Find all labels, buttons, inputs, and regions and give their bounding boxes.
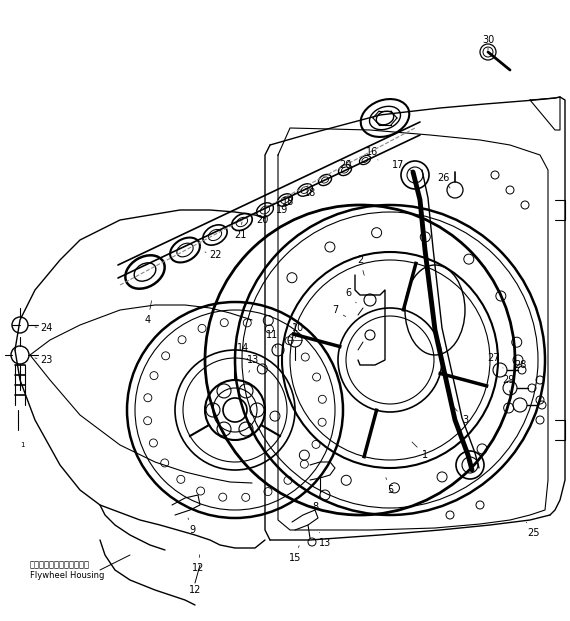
Text: 30: 30	[482, 35, 494, 50]
Text: 20: 20	[256, 212, 268, 225]
Text: 18: 18	[282, 193, 295, 207]
Text: 23: 23	[35, 355, 52, 365]
Text: 25: 25	[527, 522, 539, 538]
Text: 16: 16	[366, 147, 378, 160]
Text: 29: 29	[502, 375, 514, 393]
Text: Flywheel Housing: Flywheel Housing	[30, 571, 104, 579]
Text: 19: 19	[276, 200, 290, 215]
Text: 26: 26	[437, 173, 450, 188]
Text: 7: 7	[332, 305, 345, 317]
Text: 13: 13	[319, 532, 331, 548]
Text: 4: 4	[145, 301, 152, 325]
Text: 9: 9	[188, 518, 195, 535]
Text: 14: 14	[237, 343, 249, 360]
Text: 8: 8	[312, 495, 320, 512]
Text: 22: 22	[205, 250, 221, 260]
Text: 2: 2	[357, 255, 364, 275]
Text: 24: 24	[35, 323, 52, 333]
Text: 12: 12	[189, 585, 201, 595]
Text: フライホイールハウジング: フライホイールハウジング	[30, 561, 90, 569]
Text: 6: 6	[345, 288, 356, 303]
Text: 11: 11	[266, 330, 278, 348]
Text: 27: 27	[488, 353, 503, 368]
Text: 15: 15	[289, 546, 301, 563]
Text: 1: 1	[412, 442, 428, 460]
Text: 20: 20	[339, 160, 351, 170]
Text: 12: 12	[192, 555, 204, 573]
Text: 5: 5	[386, 478, 393, 495]
Text: 17: 17	[392, 160, 413, 171]
Text: 1: 1	[20, 442, 25, 448]
Text: 13: 13	[247, 355, 259, 373]
Text: 21: 21	[234, 222, 246, 240]
Text: 3: 3	[454, 407, 468, 425]
Text: 28: 28	[514, 360, 526, 376]
Text: 18: 18	[304, 183, 318, 198]
Text: 10: 10	[292, 323, 304, 338]
